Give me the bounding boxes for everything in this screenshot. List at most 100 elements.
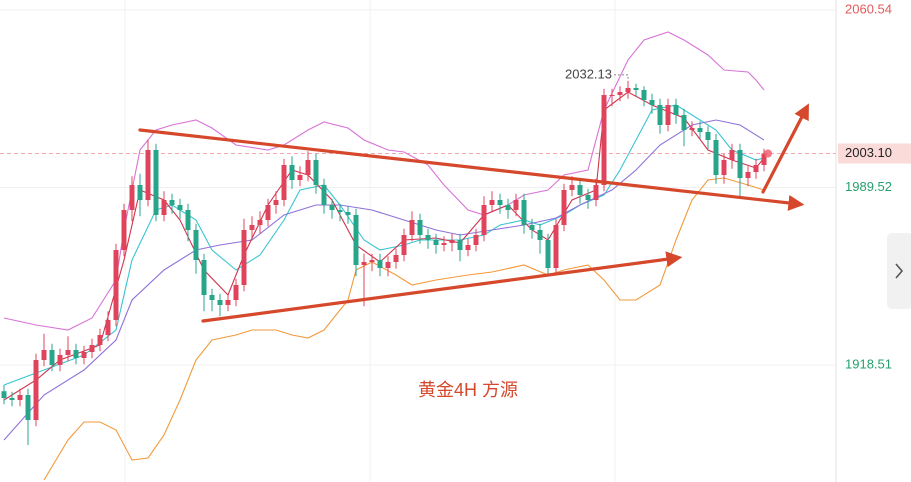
candle-body bbox=[321, 185, 327, 205]
candle-body bbox=[169, 200, 175, 205]
last-price-dot bbox=[764, 149, 772, 158]
candle-body bbox=[185, 210, 191, 230]
trend-arrow bbox=[138, 128, 805, 211]
indicator-line bbox=[43, 177, 765, 481]
candle-body bbox=[441, 243, 447, 245]
candle-body bbox=[369, 260, 375, 262]
candle-body bbox=[593, 185, 599, 200]
candle-body bbox=[401, 235, 407, 255]
candle-body bbox=[513, 200, 519, 210]
candle-body bbox=[25, 395, 31, 420]
candle-body bbox=[697, 128, 703, 132]
candle-body bbox=[577, 185, 583, 195]
candle-body bbox=[41, 350, 47, 360]
price-axis-labels: 2060.54 1989.52 1918.51 2003.10 bbox=[838, 1, 911, 371]
candle-body bbox=[553, 225, 559, 268]
candle-body bbox=[329, 205, 335, 210]
trendlines bbox=[138, 103, 809, 323]
candle-body bbox=[417, 220, 423, 235]
candle-body bbox=[113, 250, 119, 320]
indicator-line bbox=[3, 119, 765, 441]
peak-label: 2032.13 bbox=[565, 66, 612, 81]
candle-body bbox=[217, 300, 223, 305]
candle-body bbox=[241, 230, 247, 285]
candle-body bbox=[257, 220, 263, 225]
candle-body bbox=[385, 262, 391, 268]
candle-body bbox=[49, 350, 55, 365]
candle-body bbox=[689, 128, 695, 130]
candle-body bbox=[1, 391, 7, 398]
y-tick-label: 1989.52 bbox=[845, 179, 892, 194]
candle-body bbox=[497, 200, 503, 205]
candle-body bbox=[625, 88, 631, 92]
candle-body bbox=[33, 360, 39, 420]
indicator-line bbox=[3, 31, 765, 331]
candle-body bbox=[729, 150, 735, 160]
candle-body bbox=[737, 150, 743, 178]
candle-body bbox=[745, 172, 751, 178]
candle-body bbox=[393, 255, 399, 262]
candle-body bbox=[57, 355, 63, 365]
last-price-label: 2003.10 bbox=[845, 145, 892, 160]
candle-body bbox=[505, 205, 511, 210]
candle-body bbox=[529, 225, 535, 230]
candle-body bbox=[449, 240, 455, 243]
candle-body bbox=[657, 105, 663, 125]
candle-body bbox=[65, 350, 71, 355]
peak-guide bbox=[614, 74, 629, 79]
candle-body bbox=[81, 352, 87, 358]
candle-body bbox=[153, 150, 159, 215]
candle-body bbox=[673, 105, 679, 115]
candle-body bbox=[521, 200, 527, 225]
candle-body bbox=[569, 185, 575, 190]
candle-body bbox=[129, 185, 135, 210]
candle-body bbox=[177, 205, 183, 210]
trend-arrow bbox=[201, 251, 683, 323]
collapse-tab[interactable] bbox=[887, 233, 911, 309]
caption: 黄金4H 方源 bbox=[418, 380, 518, 400]
candle-body bbox=[633, 88, 639, 90]
chevron-icon bbox=[895, 263, 904, 279]
candle-body bbox=[641, 90, 647, 100]
candle-body bbox=[97, 335, 103, 345]
candle-body bbox=[265, 205, 271, 220]
candle-body bbox=[73, 350, 79, 358]
candle-body bbox=[297, 175, 303, 180]
candle-body bbox=[481, 205, 487, 235]
candle-body bbox=[713, 140, 719, 175]
candle-body bbox=[753, 165, 759, 172]
candle-body bbox=[305, 160, 311, 175]
candle-body bbox=[345, 212, 351, 215]
candle-body bbox=[313, 160, 319, 185]
candle-body bbox=[465, 245, 471, 250]
candle-body bbox=[585, 195, 591, 200]
candle-body bbox=[489, 200, 495, 205]
candle-body bbox=[601, 95, 607, 185]
collapse-button[interactable] bbox=[887, 233, 911, 309]
candle-body bbox=[353, 215, 359, 265]
candle-body bbox=[17, 395, 23, 400]
candle-body bbox=[201, 260, 207, 295]
candle-body bbox=[561, 190, 567, 225]
candle-body bbox=[161, 200, 167, 215]
indicator-line bbox=[3, 91, 765, 401]
trend-arrow bbox=[761, 103, 809, 194]
candle-body bbox=[649, 100, 655, 105]
candle-body bbox=[233, 285, 239, 300]
candles: 2032.13 bbox=[1, 66, 772, 445]
last-price-box bbox=[838, 143, 911, 164]
candle-body bbox=[409, 220, 415, 235]
candle-body bbox=[377, 260, 383, 268]
y-tick-label: 2060.54 bbox=[845, 1, 892, 16]
candle-body bbox=[433, 240, 439, 245]
indicator-line bbox=[3, 104, 765, 386]
candle-body bbox=[609, 95, 615, 96]
candle-body bbox=[761, 153, 767, 165]
candle-body bbox=[105, 320, 111, 335]
candle-body bbox=[281, 165, 287, 200]
candle-body bbox=[249, 225, 255, 230]
candle-body bbox=[681, 115, 687, 130]
candle-body bbox=[209, 295, 215, 300]
candle-body bbox=[225, 300, 231, 305]
